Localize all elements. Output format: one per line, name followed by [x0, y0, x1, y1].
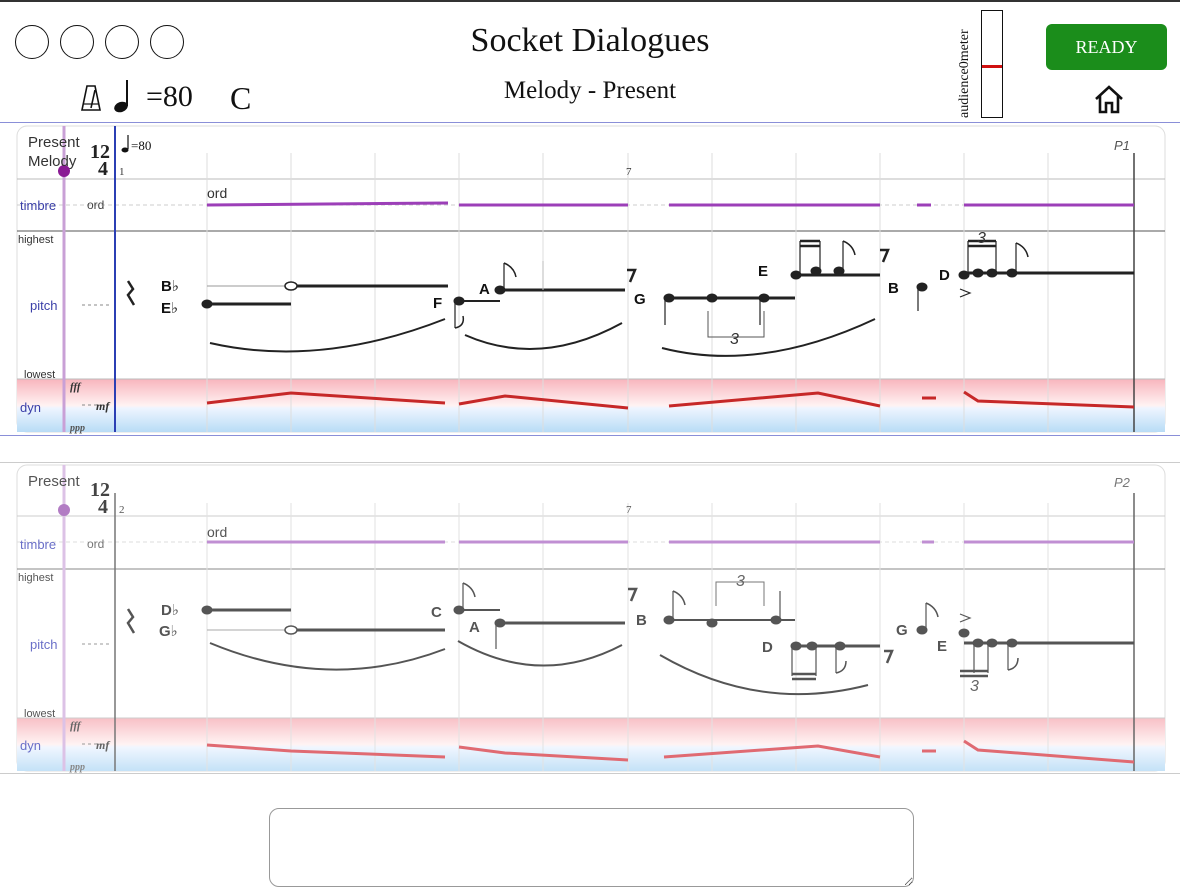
quarter-note-icon	[114, 80, 128, 113]
page-title: Socket Dialogues	[470, 22, 710, 59]
svg-text:B: B	[888, 280, 899, 297]
dyn-mid: mf	[96, 738, 110, 752]
lowest-label: lowest	[24, 708, 55, 720]
svg-text:G♭: G♭	[159, 623, 178, 640]
time-sig-top: 12	[90, 141, 110, 163]
rest-mark	[126, 280, 136, 306]
pitch-notation	[126, 581, 1134, 696]
indicator-circle-4[interactable]	[150, 25, 184, 59]
tempo-mark: =80	[121, 135, 151, 153]
svg-text:E: E	[937, 638, 947, 655]
tuplet-labels: 3 3	[736, 573, 979, 695]
score-panel-p2: Present 12 4 2 7 P2 timbre ord ord highe…	[0, 462, 1180, 774]
svg-text:E♭: E♭	[161, 300, 178, 317]
svg-text:D: D	[939, 267, 950, 284]
home-icon[interactable]	[1092, 82, 1126, 116]
feedback-input[interactable]	[269, 808, 914, 887]
eighth-rest	[627, 268, 637, 283]
metronome-icon	[81, 85, 101, 111]
dynamics-band	[17, 718, 1165, 771]
part-label: P2	[1114, 475, 1131, 490]
tempo-value: =80	[146, 80, 193, 113]
time-sig-bottom: 4	[98, 496, 108, 518]
timbre-label: timbre	[20, 537, 56, 552]
measure-number-start: 1	[119, 166, 125, 178]
audience-meter	[981, 10, 1003, 118]
svg-text:3: 3	[977, 230, 986, 247]
tuplet-labels: 3 3	[730, 230, 986, 348]
svg-text:G: G	[896, 622, 908, 639]
audience-meter-level	[982, 64, 1002, 68]
timbre-mark: ord	[207, 185, 227, 201]
audience-meter-label: audience0meter	[957, 29, 972, 118]
highest-label: highest	[18, 234, 53, 246]
timbre-label: timbre	[20, 198, 56, 213]
dyn-bottom: ppp	[69, 762, 85, 773]
indicator-circle-3[interactable]	[105, 25, 139, 59]
time-sig-top: 12	[90, 479, 110, 501]
page-subtitle: Melody - Present	[503, 77, 677, 104]
dynamics-lines	[206, 390, 1135, 410]
header: =80 C Socket Dialogues Melody - Present …	[0, 2, 1180, 122]
dyn-label: dyn	[20, 738, 41, 753]
dyn-bottom: ppp	[69, 423, 85, 434]
score-panel-p1: Present Melody 12 4 1 7 =80 P1 timbre or…	[0, 122, 1180, 436]
lowest-label: lowest	[24, 369, 55, 381]
part-name-line1: Present	[28, 134, 81, 151]
svg-text:=80: =80	[131, 138, 151, 153]
top-border	[0, 0, 1180, 2]
svg-text:A: A	[479, 281, 490, 298]
svg-text:A: A	[469, 619, 480, 636]
dyn-top: fff	[70, 720, 82, 732]
note-names: D♭ G♭ C A B D G E	[159, 602, 947, 656]
timbre-value: ord	[87, 198, 104, 212]
measure-number-start: 2	[119, 504, 125, 516]
cursor-marker[interactable]	[58, 165, 70, 177]
pitch-label: pitch	[30, 637, 57, 652]
dyn-mid: mf	[96, 399, 110, 413]
timbre-lines	[206, 201, 1134, 207]
dyn-label: dyn	[20, 400, 41, 415]
dynamics-lines	[206, 739, 1135, 764]
indicator-circle-2[interactable]	[60, 25, 94, 59]
time-sig-bottom: 4	[98, 158, 108, 180]
ready-button[interactable]: READY	[1046, 24, 1167, 70]
indicator-circle-1[interactable]	[15, 25, 49, 59]
svg-text:C: C	[431, 604, 442, 621]
svg-text:3: 3	[730, 331, 739, 348]
part-name-line1: Present	[28, 473, 81, 490]
pitch-notation	[126, 239, 1134, 357]
svg-text:E: E	[758, 263, 768, 280]
measure-number-mid: 7	[626, 166, 632, 178]
pitch-label: pitch	[30, 298, 57, 313]
svg-text:B♭: B♭	[161, 278, 179, 295]
svg-text:3: 3	[736, 573, 745, 590]
svg-text:B: B	[636, 612, 647, 629]
highest-label: highest	[18, 572, 53, 584]
measure-number-mid: 7	[626, 504, 632, 516]
dyn-top: fff	[70, 381, 82, 393]
svg-text:D: D	[762, 639, 773, 656]
svg-text:G: G	[634, 291, 646, 308]
timbre-value: ord	[87, 537, 104, 551]
part-label: P1	[1114, 138, 1130, 153]
key-display: C	[230, 80, 252, 116]
svg-text:3: 3	[970, 678, 979, 695]
svg-text:F: F	[433, 295, 442, 312]
note-names: B♭ E♭ F A G E B D	[161, 263, 950, 317]
cursor-marker[interactable]	[58, 504, 70, 516]
part-name-line2: Melody	[28, 153, 77, 170]
timbre-mark: ord	[207, 524, 227, 540]
svg-text:D♭: D♭	[161, 602, 179, 619]
